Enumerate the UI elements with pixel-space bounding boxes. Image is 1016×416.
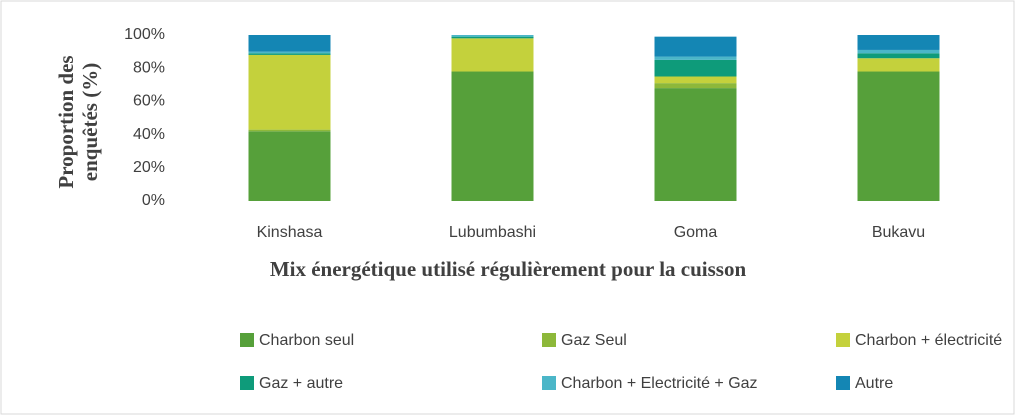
x-tick-label: Kinshasa [257, 224, 323, 241]
legend-label: Charbon seul [259, 332, 354, 349]
bar-segment [654, 59, 737, 77]
bar-segment [248, 54, 331, 130]
legend-swatch [836, 376, 850, 390]
bar-segment [654, 76, 737, 84]
legend-label: Gaz + autre [259, 375, 343, 392]
y-tick-label: 20% [133, 159, 165, 176]
bar-segment [654, 88, 737, 201]
legend-swatch [240, 333, 254, 347]
bar-segment [248, 53, 331, 55]
bar-segment [248, 51, 331, 54]
y-tick-label: 100% [124, 26, 165, 43]
y-tick-label: 0% [142, 192, 165, 209]
y-tick-label: 40% [133, 126, 165, 143]
bar-segment [248, 129, 331, 132]
x-tick-label: Goma [674, 224, 718, 241]
bar-segment [451, 36, 534, 39]
x-tick-label: Lubumbashi [449, 224, 536, 241]
bar-segment [857, 58, 940, 72]
legend-label: Charbon + électricité [855, 332, 1002, 349]
bar-segment [451, 38, 534, 72]
legend-swatch [542, 376, 556, 390]
x-axis-title: Mix énergétique utilisé régulièrement po… [270, 257, 747, 281]
y-axis-title: Proportion des enquêtés (%) [54, 55, 102, 189]
legend-label: Charbon + Electricité + Gaz [561, 375, 758, 392]
bar-segment [451, 71, 534, 202]
bar-segment [248, 35, 331, 52]
bar-segment [857, 49, 940, 54]
y-tick-label: 60% [133, 93, 165, 110]
legend-swatch [836, 333, 850, 347]
bar-segment [654, 83, 737, 89]
bar-segment [654, 36, 737, 57]
bar-segment [654, 56, 737, 60]
bar-segment [451, 35, 534, 37]
y-tick-label: 80% [133, 59, 165, 76]
legend-label: Autre [855, 375, 893, 392]
bar-segment [857, 71, 940, 202]
x-tick-label: Bukavu [872, 224, 925, 241]
legend-swatch [240, 376, 254, 390]
legend-label: Gaz Seul [561, 332, 627, 349]
bar-segment [248, 131, 331, 201]
bar-segment [857, 53, 940, 59]
legend-swatch [542, 333, 556, 347]
bar-segment [857, 35, 940, 50]
